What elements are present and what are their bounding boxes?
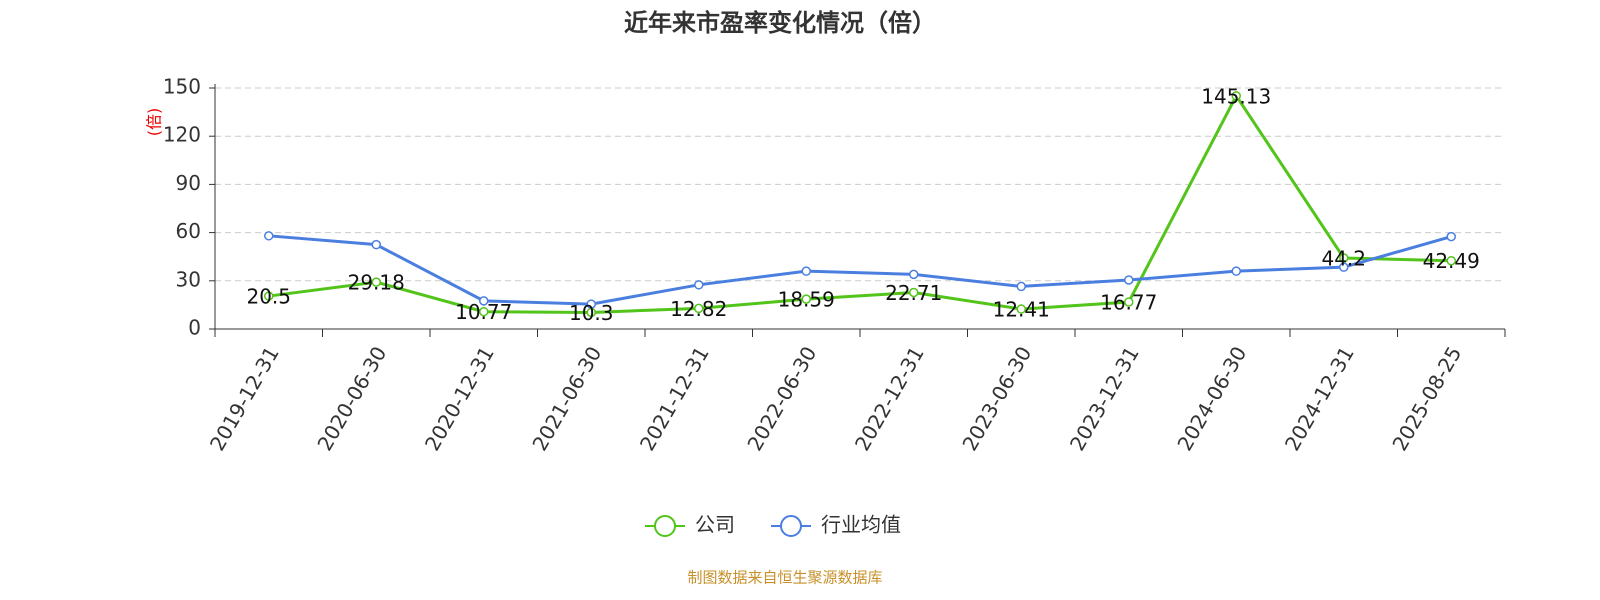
point: [1339, 262, 1349, 272]
y-tick-label: 0: [188, 316, 201, 340]
point: [371, 239, 381, 250]
x-tick-label: 2025-08-25: [1387, 342, 1466, 455]
y-tick-label: 60: [176, 219, 201, 243]
data-label: 145.13: [1201, 84, 1271, 108]
data-label: 16.77: [1100, 291, 1157, 315]
x-tick-label: 2023-06-30: [957, 342, 1036, 455]
point: [1231, 266, 1241, 276]
x-tick-label: 2024-06-30: [1172, 342, 1251, 455]
source-note: 制图数据来自恒生聚源数据库: [687, 569, 882, 587]
point: [1446, 231, 1456, 242]
x-tick-label: 2023-12-31: [1065, 342, 1144, 455]
x-tick-label: 2022-12-31: [850, 342, 929, 455]
data-label: 18.59: [778, 288, 835, 312]
x-tick-label: 2020-06-30: [312, 342, 391, 455]
point: [909, 287, 919, 298]
point: [801, 294, 811, 304]
point: [909, 269, 919, 280]
point: [586, 299, 596, 309]
legend-marker: [654, 515, 676, 537]
x-tick-label: 2021-12-31: [635, 342, 714, 455]
point: [1124, 275, 1134, 285]
point: [371, 277, 381, 287]
x-tick-label: 2020-12-31: [420, 342, 499, 455]
point: [694, 280, 704, 290]
point: [1231, 91, 1241, 101]
y-axis-label: (倍): [145, 108, 164, 137]
point: [1124, 297, 1134, 307]
legend-label: 行业均值: [821, 513, 901, 537]
point: [479, 296, 489, 306]
point: [264, 231, 274, 241]
y-tick-label: 90: [176, 171, 201, 195]
data-label: 22.71: [885, 281, 942, 305]
y-tick-label: 30: [176, 267, 201, 291]
point: [801, 266, 811, 276]
point: [479, 306, 489, 317]
chart-title: 近年来市盈率变化情况（倍）: [624, 9, 936, 37]
data-label: 10.3: [569, 301, 614, 325]
x-tick-label: 2019-12-31: [205, 342, 284, 455]
data-label: 12.41: [993, 298, 1050, 322]
x-tick-label: 2022-06-30: [742, 342, 821, 455]
y-tick-label: 150: [163, 75, 201, 99]
point: [264, 291, 274, 301]
data-label: 10.77: [455, 300, 512, 324]
x-tick-label: 2024-12-31: [1280, 342, 1359, 455]
point: [1339, 253, 1349, 263]
series-line: [268, 234, 1452, 306]
legend-marker: [780, 515, 802, 537]
x-tick-label: 2021-06-30: [527, 342, 606, 455]
point: [1016, 304, 1026, 314]
legend-label: 公司: [695, 513, 735, 537]
point: [1446, 255, 1456, 266]
point: [694, 303, 704, 314]
series-line: [268, 92, 1452, 314]
data-label: 42.49: [1423, 249, 1480, 273]
data-label: 29.18: [348, 271, 405, 295]
data-label: 20.5: [246, 285, 291, 309]
data-label: 12.82: [670, 297, 727, 321]
point: [1016, 281, 1026, 292]
data-label: 44.2: [1321, 246, 1366, 270]
y-tick-label: 120: [163, 123, 201, 147]
